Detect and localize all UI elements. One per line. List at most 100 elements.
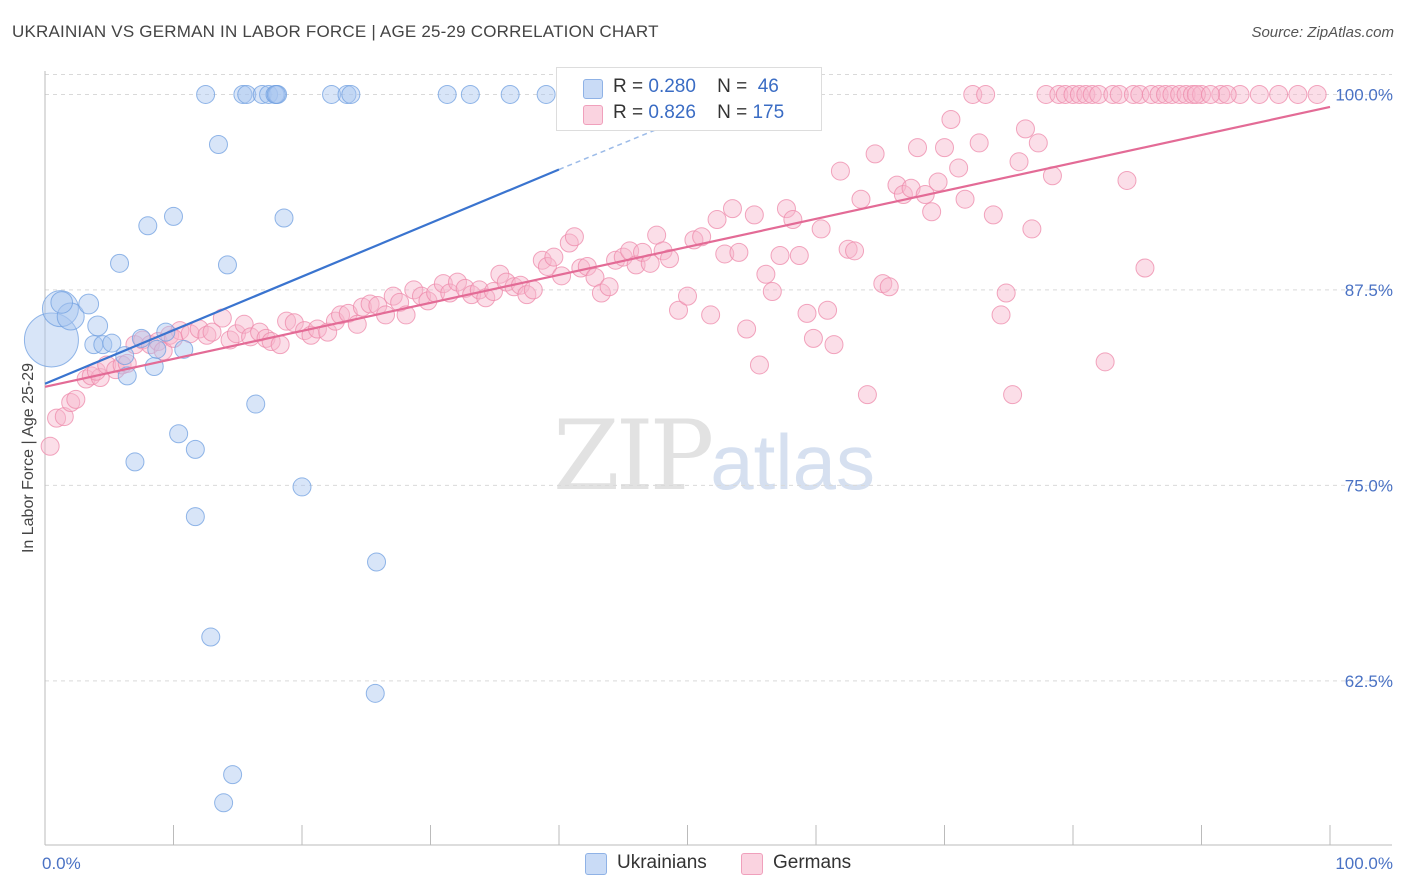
german-point xyxy=(1049,84,1069,104)
german-point xyxy=(1176,84,1196,104)
german-point xyxy=(1103,84,1123,104)
ukrainian-trend-extension xyxy=(558,126,663,171)
trend-lines xyxy=(44,105,1331,388)
bottom-legend-label-ukrainians: Ukrainians xyxy=(617,852,707,873)
german-point xyxy=(678,286,697,306)
bottom-legend-swatch-ukrainians xyxy=(585,853,607,875)
legend-text-ukrainians: R = 0.280 N = 46 xyxy=(613,76,779,98)
ukrainian-point xyxy=(367,552,387,572)
german-point xyxy=(390,292,410,312)
ukrainian-point xyxy=(536,84,556,104)
german-point xyxy=(1141,84,1161,104)
legend-r-value: 0.280 xyxy=(648,76,696,97)
german-point xyxy=(360,294,380,314)
german-trend-line xyxy=(44,105,1331,388)
german-point xyxy=(559,233,579,253)
watermark-zip: ZIP xyxy=(553,400,714,512)
ukrainian-point xyxy=(138,216,158,236)
ukrainian-point xyxy=(460,84,480,104)
german-point xyxy=(818,300,838,320)
bottom-legend-swatch-germans xyxy=(741,853,763,875)
german-point xyxy=(838,239,858,259)
ukrainian-point xyxy=(341,84,361,104)
german-point xyxy=(626,255,646,275)
german-point xyxy=(991,305,1011,325)
ukrainian-point xyxy=(110,253,130,273)
legend-r-label: R = xyxy=(613,76,644,97)
german-point xyxy=(61,392,81,412)
x-tick-label: 0.0% xyxy=(42,854,81,873)
german-point xyxy=(935,138,954,158)
german-point xyxy=(1015,119,1035,139)
german-point xyxy=(1288,84,1308,104)
ukrainian-point xyxy=(208,134,228,154)
y-tick-label: 87.5% xyxy=(1345,281,1393,300)
german-point xyxy=(922,202,942,222)
german-point xyxy=(857,385,877,405)
legend-swatch-ukrainians xyxy=(583,79,603,99)
source-credit: Source: ZipAtlas.com xyxy=(1251,24,1394,41)
ukrainian-point xyxy=(437,84,457,104)
german-point xyxy=(955,189,975,209)
ukrainian-point xyxy=(174,339,194,359)
watermark-atlas: atlas xyxy=(710,418,875,506)
german-point xyxy=(1082,84,1102,104)
german-point xyxy=(908,138,928,158)
legend-swatch-germans xyxy=(583,105,603,125)
german-point xyxy=(811,219,831,239)
german-point xyxy=(729,242,749,262)
german-point xyxy=(969,133,989,153)
german-point xyxy=(737,319,757,339)
german-point xyxy=(976,84,996,104)
bottom-legend-label-germans: Germans xyxy=(773,852,852,873)
ukrainian-point xyxy=(117,366,137,386)
german-point xyxy=(789,246,809,266)
ukrainian-point xyxy=(196,84,216,104)
legend-n-label: N = xyxy=(717,102,748,123)
german-point xyxy=(197,325,217,345)
german-point xyxy=(40,436,60,456)
german-point xyxy=(660,249,680,269)
german-point xyxy=(949,158,969,178)
legend-n-value: 175 xyxy=(752,102,785,123)
german-point xyxy=(1003,385,1023,405)
legend-r-value: 0.826 xyxy=(648,102,696,123)
german-point xyxy=(744,205,764,225)
german-point xyxy=(1269,84,1289,104)
german-point xyxy=(234,314,254,334)
ukrainian-point xyxy=(266,84,286,104)
german-point xyxy=(770,246,790,266)
ukrainian-point xyxy=(164,206,183,226)
ukrainian-point xyxy=(185,439,205,459)
german-point xyxy=(523,280,543,300)
ukrainian-point xyxy=(147,339,167,359)
german-point xyxy=(941,109,961,129)
ukrainian-point xyxy=(156,322,176,342)
ukrainian-point xyxy=(237,84,257,104)
ukrainian-point xyxy=(322,84,342,104)
german-point xyxy=(1211,84,1231,104)
german-point xyxy=(1055,84,1075,104)
german-point xyxy=(669,300,689,320)
data-points xyxy=(23,84,1327,813)
ukrainian-point xyxy=(214,793,234,813)
ukrainian-point xyxy=(185,507,205,527)
axes xyxy=(44,71,1392,846)
german-point xyxy=(701,305,721,325)
german-point xyxy=(591,283,611,303)
german-point xyxy=(803,328,823,348)
german-point xyxy=(564,227,584,247)
correlation-legend: R = 0.280 N = 46 R = 0.826 N = 175 xyxy=(556,67,822,131)
german-point xyxy=(996,283,1016,303)
legend-n-label: N = xyxy=(717,76,748,97)
german-point xyxy=(707,210,727,230)
grid-lines xyxy=(45,73,1392,682)
german-point xyxy=(1156,84,1176,104)
german-point xyxy=(404,280,424,300)
german-point xyxy=(532,250,552,270)
german-point xyxy=(1109,84,1129,104)
ukrainian-point xyxy=(246,394,266,414)
ukrainian-point xyxy=(217,255,237,275)
ukrainian-point xyxy=(50,291,74,314)
legend-text-germans: R = 0.826 N = 175 xyxy=(613,102,784,124)
